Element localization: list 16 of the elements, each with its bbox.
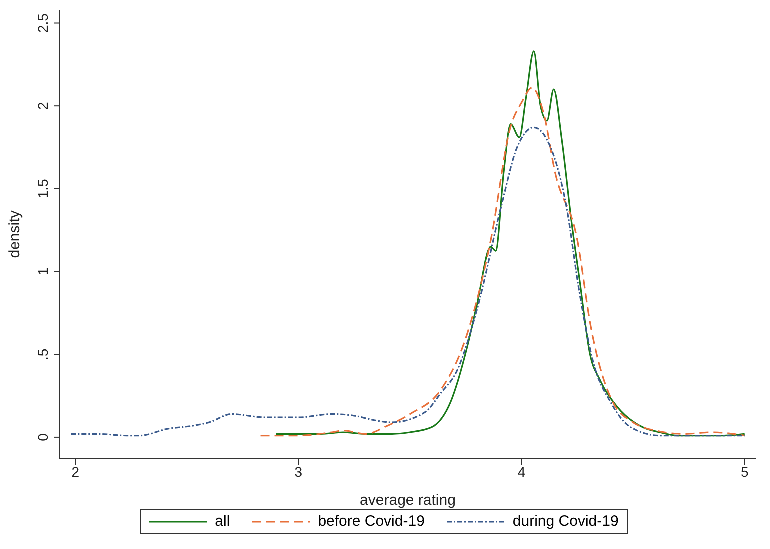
x-tick-label: 5	[740, 464, 749, 480]
y-tick-label: .5	[35, 348, 51, 360]
y-axis-title: density	[6, 210, 24, 258]
legend-label: during Covid-19	[512, 513, 619, 530]
y-tick-label: 2.5	[35, 13, 51, 33]
y-tick-label: 0	[35, 433, 51, 442]
y-tick-label: 1.5	[35, 178, 51, 199]
legend-label: before Covid-19	[318, 513, 425, 530]
x-axis-title: average rating	[360, 492, 456, 509]
legend-label: all	[215, 513, 230, 530]
y-tick-label: 1	[35, 268, 51, 276]
y-tick-label: 2	[35, 102, 51, 110]
x-tick-label: 2	[72, 464, 80, 480]
line-series	[70, 126, 746, 437]
x-tick-label: 3	[294, 464, 303, 480]
x-tick-label: 4	[518, 464, 526, 480]
